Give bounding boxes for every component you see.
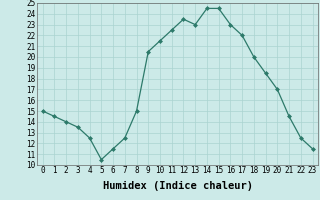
X-axis label: Humidex (Indice chaleur): Humidex (Indice chaleur) xyxy=(103,181,252,191)
